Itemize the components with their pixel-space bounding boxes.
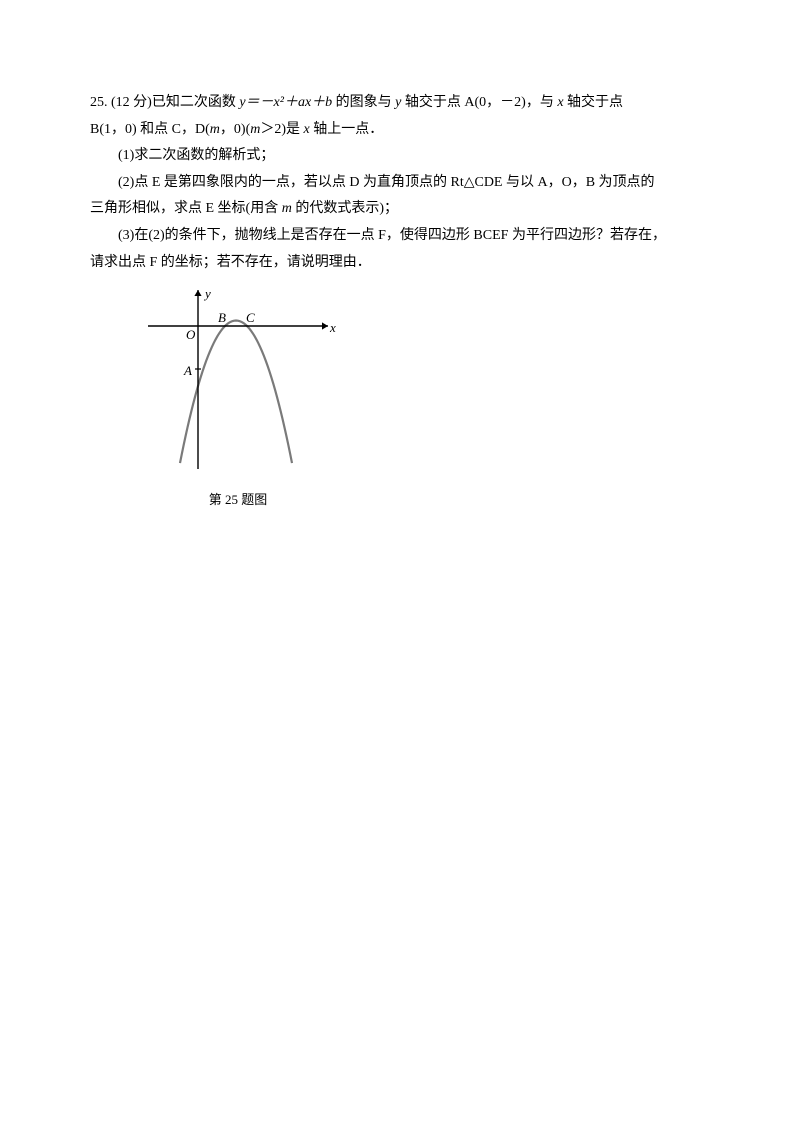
question-3-line-2: 请求出点 F 的坐标；若不存在，请说明理由． [90,250,704,277]
figure-block: Ox y A B C 第 25 题图 [138,284,338,513]
eq-m1: m [210,122,220,137]
q2b-b: 的代数式表示)； [292,201,398,216]
problem-points: (12 分) [111,95,152,110]
x-axis-arrow-icon [322,323,328,330]
page: 25. (12 分)已知二次函数 y＝－x²＋ax＋b 的图象与 y 轴交于点 … [0,0,794,513]
label-c: C [246,310,255,325]
q1-text: (1)求二次函数的解析式； [118,148,274,163]
question-2-line-2: 三角形相似，求点 E 坐标(用含 m 的代数式表示)； [90,196,704,223]
q2b-a: 三角形相似，求点 E 坐标(用含 [90,201,282,216]
t1b: 的图象与 [332,95,395,110]
question-3-line-1: (3)在(2)的条件下，抛物线上是否存在一点 F，使得四边形 BCEF 为平行四… [90,223,704,250]
t2c: ＞2)是 [260,122,303,137]
parabola-curve [180,321,292,464]
eq-m2: m [250,122,260,137]
q2b-m: m [282,201,292,216]
figure-caption: 第 25 题图 [138,488,338,513]
q3b-text: 请求出点 F 的坐标；若不存在，请说明理由． [90,255,371,270]
eq-main: y＝－x²＋ax＋b [239,95,332,110]
question-2-line-1: (2)点 E 是第四象限内的一点，若以点 D 为直角顶点的 Rt△CDE 与以 … [90,170,704,197]
problem-line-1: 25. (12 分)已知二次函数 y＝－x²＋ax＋b 的图象与 y 轴交于点 … [90,90,704,117]
parabola-figure: Ox y A B C [138,284,338,484]
question-1: (1)求二次函数的解析式； [90,143,704,170]
t1d: 轴交于点 [564,95,624,110]
label-a: A [183,363,192,378]
t2d: 轴上一点． [310,122,384,137]
q2a-text: (2)点 E 是第四象限内的一点，若以点 D 为直角顶点的 Rt△CDE 与以 … [118,175,655,190]
problem-line-2: B(1，0) 和点 C，D(m，0)(m＞2)是 x 轴上一点． [90,117,704,144]
label-o: O [186,327,196,342]
label-b: B [218,310,226,325]
y-axis-arrow-icon [194,290,201,296]
label-x: x [329,320,336,335]
q3a-text: (3)在(2)的条件下，抛物线上是否存在一点 F，使得四边形 BCEF 为平行四… [118,228,666,243]
problem-number: 25. [90,95,108,110]
t1a: 已知二次函数 [152,95,240,110]
label-y: y [203,286,211,301]
t2b: ，0)( [220,122,250,137]
t1c: 轴交于点 A(0，－2)，与 [401,95,557,110]
t2a: B(1，0) 和点 C，D( [90,122,210,137]
